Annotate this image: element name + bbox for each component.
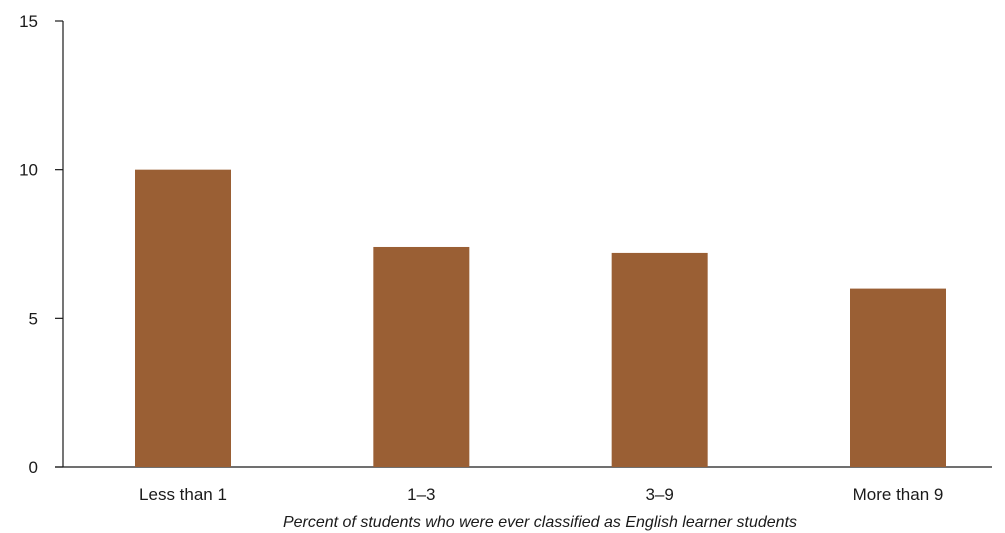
x-tick-label: Less than 1 — [139, 485, 227, 504]
bar-2 — [611, 252, 708, 467]
y-tick-label: 15 — [19, 12, 38, 31]
y-tick-label: 5 — [29, 309, 38, 328]
y-tick-label: 10 — [19, 161, 38, 180]
y-tick-label: 0 — [29, 458, 38, 477]
y-ticks: 0 5 10 15 — [19, 12, 63, 477]
x-tick-label: 3–9 — [645, 485, 673, 504]
x-tick-label: 1–3 — [407, 485, 435, 504]
x-tick-label: More than 9 — [853, 485, 944, 504]
bars-group — [135, 169, 946, 467]
x-tick-labels: Less than 1 1–3 3–9 More than 9 — [139, 485, 943, 504]
x-axis-title: Percent of students who were ever classi… — [283, 514, 797, 531]
bar-1 — [373, 246, 470, 467]
bar-3 — [850, 288, 946, 467]
bar-0 — [135, 169, 231, 467]
